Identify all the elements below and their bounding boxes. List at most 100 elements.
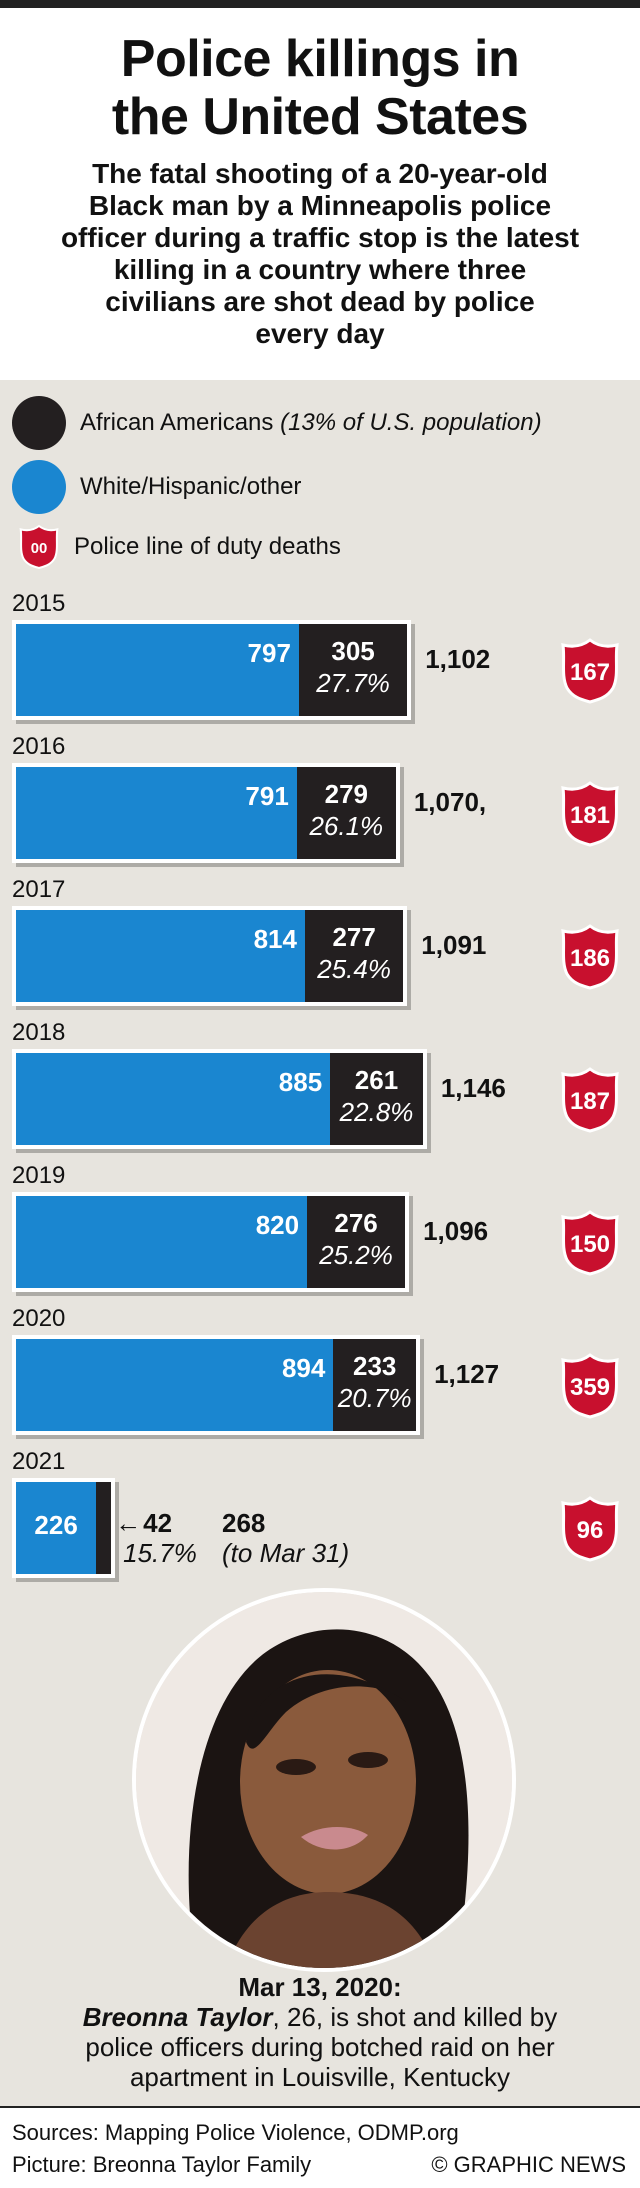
caption-name: Breonna Taylor bbox=[82, 2002, 273, 2032]
subtitle: The fatal shooting of a 20-year-old Blac… bbox=[20, 158, 620, 350]
year-label: 2019 bbox=[12, 1162, 66, 1189]
value-label-african-americans: 233 bbox=[353, 1351, 397, 1381]
caption-line-3: apartment in Louisville, Kentucky bbox=[129, 2062, 511, 2092]
total-label: 1,146 bbox=[440, 1073, 506, 1103]
bar-african-americans bbox=[96, 1482, 112, 1574]
bar-white-hispanic bbox=[16, 910, 305, 1002]
police-shield-icon: 359 bbox=[561, 1353, 619, 1419]
percent-label-african-americans: 27.7% bbox=[316, 668, 390, 698]
total-label: 268 bbox=[222, 1508, 266, 1538]
subtitle-line: Black man by a Minneapolis police bbox=[88, 190, 552, 221]
year-label: 2017 bbox=[12, 876, 66, 903]
percent-label-african-americans: 25.4% bbox=[317, 954, 391, 984]
caption-line-2: police officers during botched raid on h… bbox=[85, 2032, 555, 2062]
legend-wh-label: White/Hispanic/other bbox=[80, 473, 302, 500]
percent-label-african-americans: 22.8% bbox=[339, 1097, 414, 1127]
year-label: 2015 bbox=[12, 590, 66, 617]
police-shield-icon: 186 bbox=[561, 924, 619, 990]
portrait-illustration bbox=[136, 1592, 512, 1968]
blue-swatch-icon bbox=[12, 460, 66, 514]
footer-copyright: © GRAPHIC NEWS bbox=[431, 2152, 626, 2177]
percent-label-african-americans: 15.7% bbox=[123, 1538, 197, 1568]
black-swatch-icon bbox=[12, 396, 66, 450]
legend-duty-deaths: 00 Police line of duty deaths bbox=[12, 520, 341, 574]
percent-label-african-americans: 25.2% bbox=[319, 1240, 393, 1270]
bar-white-hispanic bbox=[16, 1482, 97, 1574]
shield-sample-text: 00 bbox=[31, 541, 48, 557]
legend-aa-label: African Americans bbox=[80, 409, 274, 436]
value-label-african-americans: 279 bbox=[324, 779, 368, 809]
subtitle-line: The fatal shooting of a 20-year-old bbox=[92, 158, 548, 189]
duty-deaths-label: 181 bbox=[570, 802, 610, 829]
legend-african-americans: African Americans (13% of U.S. populatio… bbox=[12, 396, 542, 450]
year-label: 2018 bbox=[12, 1019, 66, 1046]
total-label: 1,091 bbox=[421, 930, 487, 960]
bar-african-americans bbox=[307, 1196, 406, 1288]
value-label-white-hispanic: 814 bbox=[253, 924, 297, 954]
duty-deaths-label: 187 bbox=[570, 1088, 610, 1115]
duty-deaths-label: 186 bbox=[570, 945, 610, 972]
year-label: 2020 bbox=[12, 1305, 66, 1332]
breonna-taylor-photo bbox=[132, 1588, 516, 1972]
subtitle-line: civilians are shot dead by police bbox=[105, 286, 535, 317]
legend-aa-note: (13% of U.S. population) bbox=[280, 409, 542, 436]
percent-label-african-americans: 26.1% bbox=[309, 811, 384, 841]
value-label-african-americans: 305 bbox=[331, 636, 375, 666]
caption-date: Mar 13, 2020: bbox=[238, 1972, 402, 2002]
value-label-white-hispanic: 797 bbox=[247, 638, 291, 668]
bar-white-hispanic bbox=[16, 1339, 334, 1431]
caption-line-1: Breonna Taylor, 26, is shot and killed b… bbox=[20, 2002, 620, 2032]
value-label-white-hispanic: 894 bbox=[281, 1353, 326, 1383]
legend-white-hispanic: White/Hispanic/other bbox=[12, 460, 301, 514]
header: Police killings in the United States The… bbox=[0, 8, 640, 380]
total-label: 1,096 bbox=[423, 1216, 489, 1246]
bar-african-americans bbox=[296, 767, 396, 859]
bar-white-hispanic bbox=[16, 624, 299, 716]
footer-picture-credit: Picture: Breonna Taylor Family bbox=[12, 2152, 312, 2177]
total-label: 1,070, bbox=[413, 787, 487, 817]
page-title: Police killings in the United States bbox=[0, 30, 640, 146]
value-label-white-hispanic: 820 bbox=[255, 1210, 300, 1240]
top-rule bbox=[0, 0, 640, 8]
police-shield-icon: 187 bbox=[561, 1067, 619, 1133]
subtitle-line: officer during a traffic stop is the lat… bbox=[60, 222, 580, 253]
value-label-african-americans: 277 bbox=[332, 922, 376, 952]
duty-deaths-label: 150 bbox=[570, 1231, 610, 1258]
value-label-white-hispanic: 885 bbox=[278, 1067, 323, 1097]
duty-deaths-label: 359 bbox=[570, 1374, 610, 1401]
value-label-african-americans: 42 bbox=[143, 1508, 173, 1538]
footer: Sources: Mapping Police Violence, ODMP.o… bbox=[0, 2106, 640, 2188]
bar-african-americans bbox=[330, 1053, 423, 1145]
police-shield-icon: 150 bbox=[561, 1210, 619, 1276]
bar-african-americans bbox=[298, 624, 408, 716]
total-label: 1,102 bbox=[425, 644, 491, 674]
legend-duty-label: Police line of duty deaths bbox=[74, 533, 341, 560]
caption-line-1-rest: , 26, is shot and killed by bbox=[272, 2002, 558, 2032]
value-label-white-hispanic: 226 bbox=[34, 1510, 78, 1540]
duty-deaths-label: 96 bbox=[577, 1517, 604, 1544]
total-note: (to Mar 31) bbox=[222, 1538, 350, 1568]
bar-african-americans bbox=[333, 1339, 417, 1431]
bar-white-hispanic bbox=[16, 767, 297, 859]
year-label: 2021 bbox=[12, 1448, 66, 1475]
percent-label-african-americans: 20.7% bbox=[337, 1383, 412, 1413]
police-shield-icon: 00 bbox=[19, 524, 59, 570]
police-shield-icon: 96 bbox=[561, 1496, 619, 1562]
legend-label: African Americans (13% of U.S. populatio… bbox=[80, 409, 542, 437]
subtitle-line: killing in a country where three bbox=[113, 254, 527, 285]
police-shield-icon: 167 bbox=[561, 638, 619, 704]
arrow-icon: ← bbox=[115, 1508, 142, 1538]
duty-deaths-label: 167 bbox=[570, 659, 610, 686]
police-shield-icon: 181 bbox=[561, 781, 619, 847]
title-line-2: the United States bbox=[111, 88, 529, 146]
title-line-1: Police killings in bbox=[120, 30, 520, 88]
bar-african-americans bbox=[304, 910, 404, 1002]
footer-sources: Sources: Mapping Police Violence, ODMP.o… bbox=[12, 2120, 459, 2145]
value-label-white-hispanic: 791 bbox=[245, 781, 289, 811]
total-label: 1,127 bbox=[434, 1359, 500, 1389]
year-label: 2016 bbox=[12, 733, 66, 760]
subtitle-line: every day bbox=[255, 318, 385, 349]
bar-white-hispanic bbox=[16, 1053, 331, 1145]
bar-white-hispanic bbox=[16, 1196, 308, 1288]
value-label-african-americans: 276 bbox=[334, 1208, 378, 1238]
